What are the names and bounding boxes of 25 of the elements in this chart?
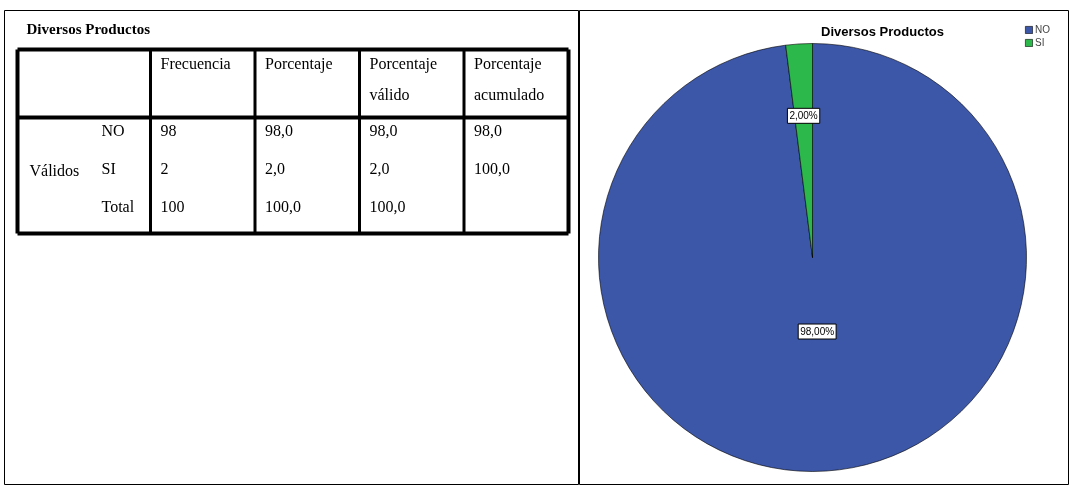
data-label: 2,00%: [789, 110, 818, 122]
category-label: Porcentaje válido: [369, 54, 438, 103]
text: 100,0: [369, 198, 406, 215]
category-label: Frecuencia: [160, 54, 231, 72]
data-label: 98,00%: [800, 326, 835, 338]
text: 100: [160, 198, 185, 215]
text: 98,0: [265, 122, 293, 139]
text: Válidos: [29, 162, 80, 179]
text: 100,0: [474, 160, 510, 177]
legend-label: SI: [1035, 37, 1046, 48]
text: 2,0: [369, 160, 390, 177]
text: 98: [160, 122, 177, 139]
category-label: SI: [101, 160, 116, 177]
text: 98,0: [369, 122, 398, 139]
text: Diversos Productos: [26, 20, 151, 37]
category-label: Total: [101, 198, 135, 215]
legend-label: NO: [1035, 24, 1051, 35]
category-label: Porcentaje: [265, 54, 333, 73]
category-label: NO: [101, 122, 125, 139]
text: 100,0: [265, 198, 301, 215]
text: 2: [160, 160, 169, 177]
category-label: Porcentaje acumulado: [474, 54, 545, 103]
text: 98,0: [474, 122, 502, 139]
text: 2,0: [265, 160, 285, 177]
chart-title: Diversos Productos: [821, 24, 944, 39]
